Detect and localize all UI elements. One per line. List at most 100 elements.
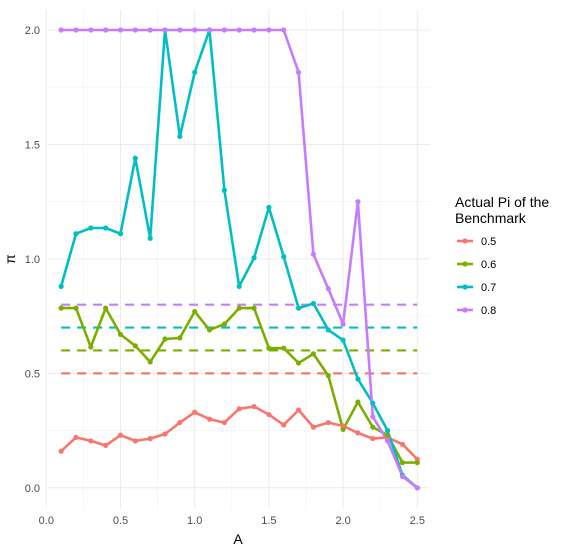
data-point-0.6 — [385, 432, 391, 438]
data-point-0.6 — [103, 305, 109, 311]
data-point-0.6 — [192, 308, 198, 315]
data-point-0.6 — [355, 399, 361, 405]
legend-items: 0.5 0.6 0.7 0.8 — [457, 236, 496, 317]
data-point-0.8 — [385, 438, 391, 444]
data-point-0.7 — [266, 204, 272, 210]
data-point-0.5 — [132, 438, 138, 444]
data-point-0.6 — [295, 360, 302, 366]
data-point-0.6 — [399, 460, 406, 466]
data-point-0.5 — [236, 406, 242, 412]
data-point-0.5 — [221, 419, 227, 426]
data-point-0.8 — [251, 27, 257, 33]
series-points — [58, 27, 420, 491]
legend-title-line-2: Benchmark — [455, 210, 527, 226]
legend: Actual Pi of the Benchmark 0.5 0.6 0.7 0.8 — [455, 194, 549, 317]
y-tick-label: 2.0 — [25, 25, 40, 37]
y-tick-label: 1.5 — [25, 139, 40, 151]
y-axis-title: π — [2, 254, 18, 264]
x-tick-label: 0.0 — [39, 515, 54, 527]
data-point-0.8 — [266, 27, 272, 33]
legend-key-point — [462, 238, 468, 244]
data-point-0.8 — [88, 27, 94, 33]
data-point-0.6 — [117, 331, 124, 338]
data-point-0.7 — [295, 305, 302, 311]
data-point-0.8 — [117, 27, 124, 33]
data-point-0.7 — [147, 235, 153, 241]
data-point-0.5 — [370, 435, 376, 442]
data-point-0.6 — [177, 335, 183, 341]
x-tick-label: 2.0 — [335, 515, 350, 527]
data-point-0.6 — [221, 321, 227, 327]
data-point-0.7 — [177, 133, 183, 140]
data-point-0.6 — [73, 305, 79, 311]
data-point-0.7 — [132, 155, 138, 161]
data-point-0.7 — [103, 225, 109, 231]
data-point-0.5 — [399, 441, 406, 447]
legend-item-0.5: 0.5 — [457, 236, 496, 248]
data-point-0.8 — [399, 473, 406, 479]
data-point-0.7 — [73, 231, 79, 237]
data-point-0.6 — [340, 426, 346, 433]
data-point-0.8 — [414, 485, 420, 491]
data-point-0.7 — [385, 427, 391, 434]
data-point-0.6 — [310, 351, 317, 357]
data-point-0.8 — [310, 251, 317, 257]
data-point-0.5 — [251, 403, 257, 410]
data-point-0.7 — [355, 376, 361, 382]
data-point-0.5 — [88, 438, 94, 444]
data-point-0.8 — [370, 414, 376, 420]
data-point-0.8 — [162, 27, 168, 33]
data-point-0.7 — [117, 231, 124, 237]
legend-label: 0.7 — [481, 282, 496, 294]
data-point-0.8 — [73, 27, 79, 33]
x-tick-labels: 0.0 0.5 1.0 1.5 2.0 2.5 — [39, 515, 425, 527]
data-point-0.5 — [58, 448, 64, 454]
data-point-0.5 — [355, 430, 361, 436]
data-point-0.7 — [281, 254, 287, 260]
legend-item-0.8: 0.8 — [457, 305, 496, 317]
data-point-0.7 — [251, 255, 257, 261]
data-point-0.6 — [132, 343, 138, 349]
data-point-0.5 — [266, 411, 272, 418]
legend-label: 0.5 — [481, 236, 496, 248]
x-tick-label: 2.5 — [410, 515, 425, 527]
data-point-0.7 — [192, 69, 198, 75]
data-point-0.5 — [281, 422, 287, 428]
legend-key-point — [462, 284, 468, 290]
data-point-0.8 — [132, 27, 138, 33]
data-point-0.6 — [325, 373, 331, 379]
x-tick-label: 1.5 — [261, 515, 276, 527]
data-point-0.5 — [117, 432, 124, 438]
data-point-0.6 — [370, 424, 376, 430]
x-axis-title: A — [233, 531, 243, 547]
data-point-0.7 — [88, 225, 94, 231]
data-point-0.8 — [355, 199, 361, 205]
data-point-0.5 — [310, 424, 317, 430]
data-point-0.6 — [58, 305, 64, 311]
data-point-0.5 — [192, 409, 198, 415]
data-point-0.5 — [147, 435, 153, 442]
data-point-0.8 — [236, 27, 242, 33]
data-point-0.8 — [147, 27, 153, 33]
data-point-0.8 — [103, 27, 109, 33]
data-point-0.5 — [162, 431, 168, 437]
data-point-0.8 — [58, 27, 64, 33]
data-point-0.7 — [236, 283, 242, 289]
data-point-0.5 — [177, 419, 183, 426]
x-tick-label: 1.0 — [187, 515, 202, 527]
data-point-0.5 — [325, 419, 331, 426]
data-point-0.7 — [58, 283, 64, 289]
legend-item-0.6: 0.6 — [457, 259, 496, 271]
data-point-0.5 — [73, 434, 79, 441]
y-tick-label: 1.0 — [25, 254, 40, 266]
data-point-0.5 — [295, 407, 302, 413]
data-point-0.5 — [103, 442, 109, 449]
legend-item-0.7: 0.7 — [457, 282, 496, 294]
data-point-0.8 — [281, 27, 287, 33]
data-point-0.7 — [325, 327, 331, 333]
data-point-0.8 — [177, 27, 183, 33]
legend-label: 0.6 — [481, 259, 496, 271]
data-point-0.8 — [295, 69, 302, 75]
